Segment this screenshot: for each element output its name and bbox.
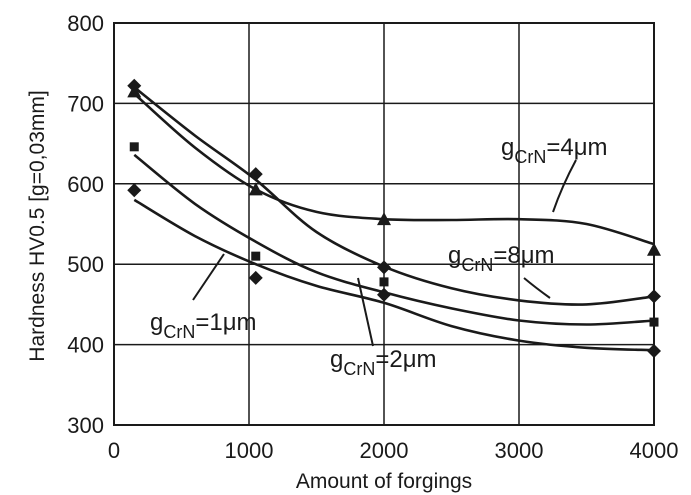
x-tick-label-4: 4000 [630,438,679,463]
x-tick-label-0: 0 [108,438,120,463]
leader-line-3 [523,277,551,299]
annotation-g8um: gCrN=8μm [448,242,555,275]
x-axis-title: Amount of forgings [296,470,472,493]
annotation-g4um: gCrN=4μm [501,134,608,167]
annotation-g1um: gCrN=1μm [150,309,257,342]
annotation-g2um-rest: =2μm [375,346,436,373]
annotation-g2um-main: g [330,346,343,373]
annotation-g1um-sub: CrN [163,322,195,342]
curve-series-0 [133,198,655,352]
y-tick-label-3: 600 [67,172,104,197]
x-tick-label-1: 1000 [225,438,274,463]
annotation-g4um-main: g [501,134,514,161]
diamond-marker-series-0-point-1 [248,270,263,285]
diamond-marker-series-3-point-1 [248,167,263,182]
annotation-g8um-rest: =8μm [493,242,554,269]
diamond-marker-series-3-point-0 [127,78,142,93]
annotation-g4um-sub: CrN [514,147,546,167]
y-tick-label-2: 500 [67,252,104,277]
diamond-marker-series-3-point-2 [377,260,391,275]
annotation-g8um-sub: CrN [461,255,493,275]
leader-line-1 [357,277,374,347]
y-tick-label-1: 400 [67,333,104,358]
annotation-g2um: gCrN=2μm [330,346,437,379]
y-tick-label-0: 300 [67,413,104,438]
leader-line-0 [192,253,225,301]
y-tick-label-4: 700 [67,91,104,116]
y-axis-title: Hardness HV0.5 [g=0,03mm] [26,90,49,361]
y-tick-labels: 300 400 500 600 700 800 [67,11,104,438]
y-tick-label-5: 800 [67,11,104,36]
diamond-marker-series-0-point-2 [377,287,391,302]
plot-frame [113,22,655,426]
triangle-marker-series-2-point-2 [377,212,391,226]
annotation-g1um-main: g [150,309,163,336]
annotation-g1um-rest: =1μm [195,309,256,336]
annotation-g2um-sub: CrN [343,359,375,379]
x-tick-label-3: 3000 [495,438,544,463]
triangle-marker-series-2-point-1 [248,182,263,196]
annotation-leader-lines [192,159,577,347]
diamond-marker-series-0-point-0 [127,183,142,198]
square-marker-series-1-point-1 [251,251,261,261]
x-tick-labels: 0 1000 2000 3000 4000 [108,438,679,463]
annotation-g4um-rest: =4μm [546,134,607,161]
leader-line-2 [552,159,577,213]
square-marker-series-1-point-2 [379,277,389,287]
annotation-g8um-main: g [448,242,461,269]
x-tick-label-2: 2000 [360,438,409,463]
square-marker-series-1-point-0 [129,142,139,152]
